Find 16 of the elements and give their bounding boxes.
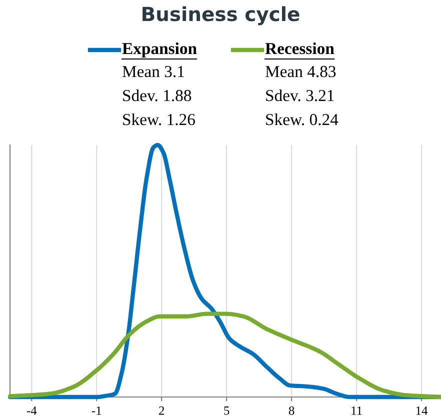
text: Sdev. 3.21 [266, 89, 334, 102]
x-tick-label: 14 [416, 406, 428, 415]
x-tick-label: -1 [92, 406, 102, 415]
x-tick-label: -4 [26, 406, 37, 415]
legend-label: Recession [265, 42, 334, 54]
text: Skew. 0.24 [266, 113, 338, 126]
x-tick-label: 2 [159, 406, 164, 415]
text: Skew. 1.26 [123, 113, 195, 126]
x-tick-label: 11 [352, 406, 362, 415]
legend-label: Expansion [122, 42, 197, 58]
text: Sdev. 1.88 [123, 89, 192, 102]
text: Mean 3.1 [122, 66, 184, 78]
x-tick-label: 5 [224, 406, 230, 415]
text: Mean 4.83 [265, 66, 336, 78]
x-tick-label: 8 [288, 406, 294, 415]
chart-title: Business cycle [142, 6, 300, 26]
